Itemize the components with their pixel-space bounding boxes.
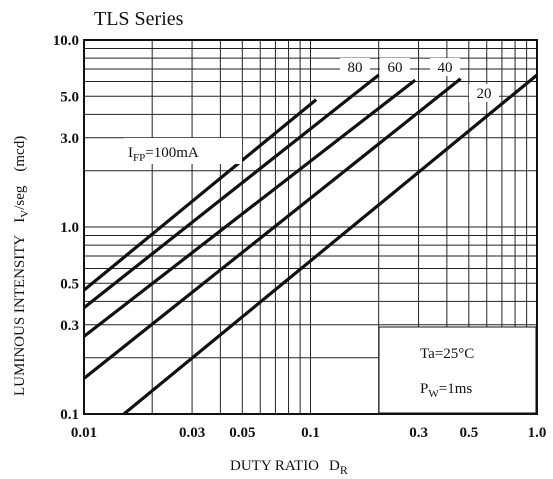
series-line-60: [83, 78, 417, 338]
y-tick-label: 5.0: [60, 89, 79, 105]
chart-title: TLS Series: [94, 8, 184, 30]
series-label-80-bg: [340, 58, 370, 76]
plot-frame: [83, 39, 538, 415]
series-label-60: 60: [388, 60, 403, 76]
series-lines: [82, 73, 539, 416]
series-line-40: [83, 77, 462, 380]
series-label-60-bg: [380, 58, 410, 76]
series-label-40-bg: [430, 58, 460, 76]
y-tick-label: 0.1: [60, 407, 79, 423]
x-tick-label: 0.03: [179, 425, 205, 441]
series-label-20-bg: [469, 84, 499, 102]
series-label-80: 80: [348, 60, 363, 76]
x-tick-label: 0.3: [409, 425, 428, 441]
x-tick-label: 0.5: [459, 425, 478, 441]
current-label-bg: [124, 138, 242, 164]
series-line-20: [122, 73, 539, 416]
condition-ta: Ta=25°C: [420, 346, 474, 362]
x-tick-label: 1.0: [528, 425, 547, 441]
series-line-100mA: [82, 98, 318, 292]
series-line-80: [83, 73, 380, 309]
series-label-20: 20: [477, 86, 492, 102]
y-tick-label: 10.0: [53, 33, 79, 49]
y-tick-labels: 0.1 0.3 0.5 1.0 3.0 5.0 10.0: [53, 33, 79, 423]
y-tick-label: 0.3: [60, 318, 79, 334]
y-tick-label: 3.0: [60, 131, 79, 147]
x-tick-label: 0.1: [301, 425, 320, 441]
current-label: IFP=100mA: [128, 145, 199, 164]
x-tick-label: 0.01: [71, 425, 97, 441]
x-tick-labels: 0.01 0.03 0.05 0.1 0.3 0.5 1.0: [71, 425, 547, 441]
condition-pw: PW=1ms: [420, 381, 472, 400]
y-axis-label: LUMINOUS INTENSITYIV/seg(mcd): [12, 136, 31, 396]
x-tick-label: 0.05: [229, 425, 255, 441]
conditions-box: [378, 326, 537, 414]
x-axis-label: DUTY RATIO DR: [230, 458, 348, 477]
y-tick-label: 1.0: [60, 220, 79, 236]
y-tick-label: 0.5: [60, 276, 79, 292]
series-label-40: 40: [438, 60, 453, 76]
